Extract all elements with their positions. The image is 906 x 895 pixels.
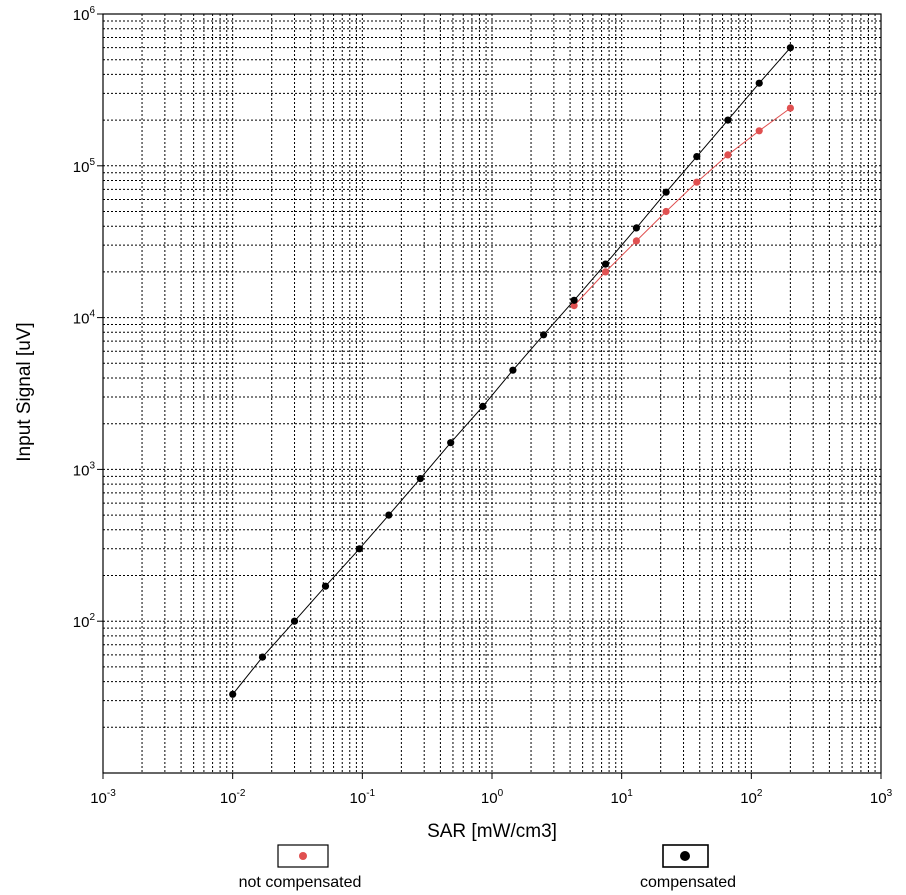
data-point-compensated [321, 582, 330, 590]
legend: not compensated compensated [239, 844, 736, 891]
data-point-compensated [570, 296, 578, 304]
data-point-not-compensated [662, 207, 670, 216]
data-point-not-compensated [693, 178, 701, 186]
data-point-compensated [693, 153, 701, 161]
data-point-not-compensated [786, 104, 795, 112]
data-point-not-compensated [570, 302, 578, 310]
legend-item-compensated: compensated [640, 844, 736, 891]
data-point-compensated [290, 617, 299, 625]
series-layer [229, 44, 795, 698]
x-tick-label: 100 [481, 788, 504, 807]
x-axis-ticks: 10-3 10-2 10-1 100 101 102 103 [90, 773, 893, 807]
series-compensated [229, 44, 795, 698]
y-axis-label: Input Signal [uV] [14, 322, 35, 461]
series-not-compensated [570, 104, 795, 310]
legend-label-compensated: compensated [640, 874, 736, 891]
legend-marker-not-compensated [299, 852, 307, 860]
y-tick-label: 102 [73, 612, 96, 631]
y-tick-label: 105 [73, 157, 96, 176]
data-point-compensated [724, 116, 732, 124]
x-tick-label: 10-3 [90, 788, 116, 807]
data-point-compensated [601, 260, 610, 268]
x-tick-label: 101 [611, 788, 634, 807]
data-point-compensated [447, 439, 455, 447]
legend-item-not-compensated: not compensated [239, 844, 362, 891]
x-tick-label: 10-2 [220, 788, 246, 807]
data-point-compensated [755, 79, 763, 87]
data-point-compensated [540, 331, 548, 339]
data-point-not-compensated [601, 268, 610, 276]
data-point-compensated [385, 511, 393, 519]
x-tick-label: 10-1 [350, 788, 376, 807]
data-point-compensated [355, 545, 363, 553]
series-line-not-compensated [573, 107, 791, 306]
legend-marker-compensated [680, 851, 690, 861]
data-point-not-compensated [724, 151, 732, 159]
data-point-compensated [632, 224, 641, 232]
x-axis-label: SAR [mW/cm3] [427, 821, 557, 842]
x-tick-label: 102 [740, 788, 763, 807]
data-point-not-compensated [755, 127, 763, 135]
data-point-compensated [479, 402, 487, 410]
data-point-compensated [258, 653, 267, 661]
data-point-compensated [416, 475, 424, 483]
data-point-compensated [229, 690, 237, 698]
data-point-not-compensated [632, 237, 641, 245]
y-tick-label: 103 [73, 460, 96, 479]
y-tick-label: 104 [73, 309, 96, 328]
data-point-compensated [509, 366, 517, 374]
data-point-compensated [786, 44, 795, 52]
major-gridlines [103, 14, 881, 773]
y-tick-label: 106 [73, 5, 96, 24]
data-point-compensated [662, 188, 670, 196]
y-axis-ticks: 102 103 104 105 106 [73, 5, 103, 631]
legend-label-not-compensated: not compensated [239, 874, 362, 891]
x-tick-label: 103 [870, 788, 893, 807]
